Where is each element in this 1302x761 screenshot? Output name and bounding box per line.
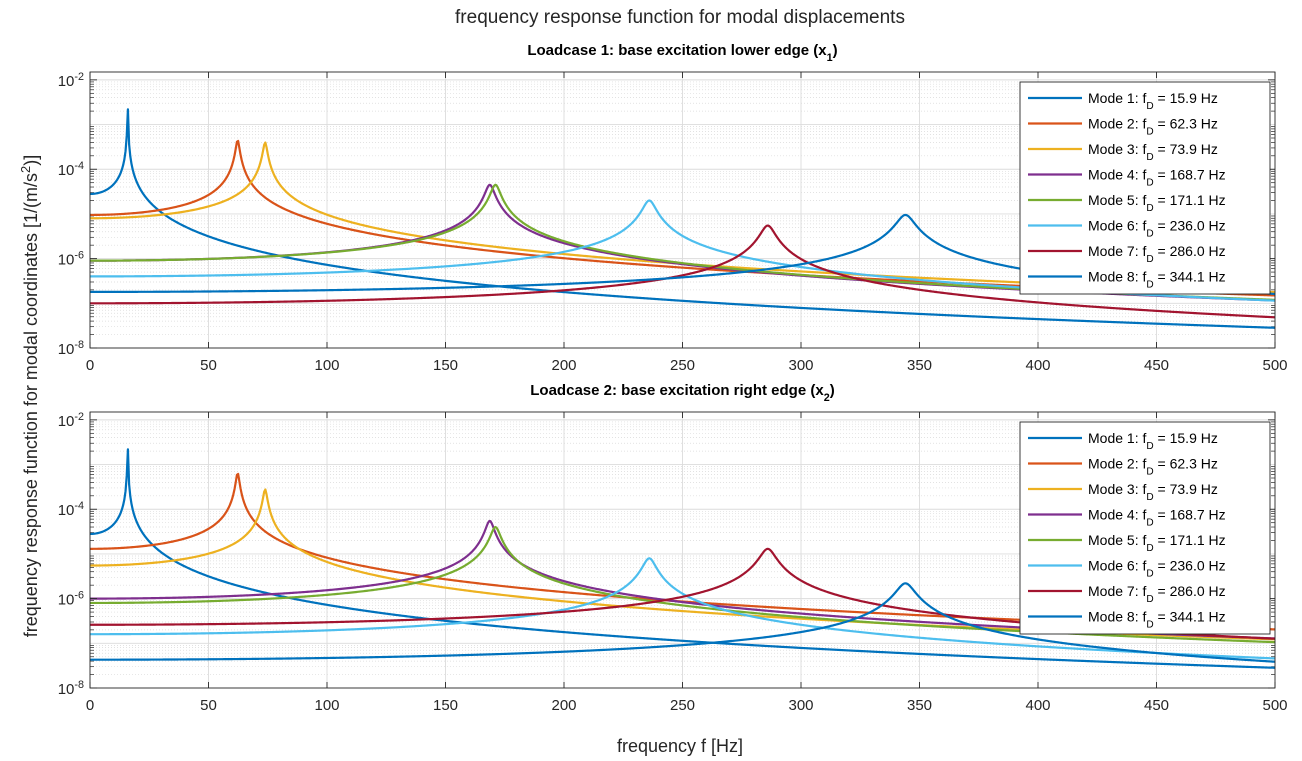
x-tick-label: 400: [1025, 357, 1050, 374]
x-tick-label: 350: [907, 697, 932, 714]
legend-label: Mode 6: fD = 236.0 Hz: [1088, 558, 1226, 580]
x-tick-label: 0: [86, 697, 94, 714]
x-tick-label: 50: [200, 357, 217, 374]
legend-label: Mode 7: fD = 286.0 Hz: [1088, 243, 1226, 265]
series-line-mode-6: [90, 557, 1275, 660]
y-tick-label: 10-6: [58, 590, 84, 609]
x-tick-label: 250: [670, 697, 695, 714]
y-tick-label: 10-4: [58, 160, 84, 179]
y-tick-label: 10-2: [58, 411, 84, 430]
panel-title: Loadcase 2: base excitation right edge (…: [530, 382, 834, 404]
legend-label: Mode 1: fD = 15.9 Hz: [1088, 90, 1218, 112]
figure-xlabel: frequency f [Hz]: [617, 736, 743, 756]
legend-label: Mode 5: fD = 171.1 Hz: [1088, 192, 1226, 214]
series-line-mode-1: [90, 108, 1275, 329]
legend-label: Mode 3: fD = 73.9 Hz: [1088, 141, 1218, 163]
x-tick-label: 350: [907, 357, 932, 374]
x-tick-label: 450: [1144, 357, 1169, 374]
legend-label: Mode 2: fD = 62.3 Hz: [1088, 116, 1218, 138]
legend-label: Mode 8: fD = 344.1 Hz: [1088, 609, 1226, 631]
legend-label: Mode 6: fD = 236.0 Hz: [1088, 218, 1226, 240]
x-tick-label: 100: [314, 357, 339, 374]
x-tick-label: 450: [1144, 697, 1169, 714]
x-tick-label: 500: [1262, 357, 1287, 374]
series-line-mode-8: [90, 582, 1275, 663]
legend-box: [1019, 81, 1271, 295]
panel-loadcase-2: Loadcase 2: base excitation right edge (…: [58, 382, 1288, 714]
panel-loadcase-1: Loadcase 1: base excitation lower edge (…: [58, 42, 1288, 374]
legend-label: Mode 5: fD = 171.1 Hz: [1088, 532, 1226, 554]
x-tick-label: 0: [86, 357, 94, 374]
y-tick-label: 10-6: [58, 250, 84, 269]
x-tick-label: 150: [433, 357, 458, 374]
x-tick-label: 200: [551, 357, 576, 374]
x-tick-label: 500: [1262, 697, 1287, 714]
y-tick-label: 10-8: [58, 679, 84, 698]
y-tick-label: 10-8: [58, 339, 84, 358]
x-tick-label: 250: [670, 357, 695, 374]
y-tick-label: 10-2: [58, 71, 84, 90]
legend-label: Mode 7: fD = 286.0 Hz: [1088, 583, 1226, 605]
y-tick-label: 10-4: [58, 500, 84, 519]
legend-label: Mode 8: fD = 344.1 Hz: [1088, 269, 1226, 291]
panel-title: Loadcase 1: base excitation lower edge (…: [527, 42, 837, 64]
legend-label: Mode 3: fD = 73.9 Hz: [1088, 481, 1218, 503]
legend-label: Mode 4: fD = 168.7 Hz: [1088, 167, 1226, 189]
figure-ylabel: frequency response function for modal co…: [18, 155, 42, 637]
series-line-mode-7: [90, 224, 1275, 319]
x-tick-label: 100: [314, 697, 339, 714]
x-tick-label: 150: [433, 697, 458, 714]
legend-box: [1019, 421, 1271, 635]
x-tick-label: 400: [1025, 697, 1050, 714]
legend: Mode 1: fD = 15.9 Hz Mode 2: fD = 62.3 Hz…: [1019, 81, 1271, 295]
x-tick-label: 200: [551, 697, 576, 714]
legend-label: Mode 1: fD = 15.9 Hz: [1088, 430, 1218, 452]
figure-suptitle: frequency response function for modal di…: [455, 7, 905, 28]
x-tick-label: 300: [788, 357, 813, 374]
legend-label: Mode 2: fD = 62.3 Hz: [1088, 456, 1218, 478]
x-tick-label: 50: [200, 697, 217, 714]
legend-label: Mode 4: fD = 168.7 Hz: [1088, 507, 1226, 529]
x-tick-label: 300: [788, 697, 813, 714]
legend: Mode 1: fD = 15.9 Hz Mode 2: fD = 62.3 Hz…: [1019, 421, 1271, 635]
